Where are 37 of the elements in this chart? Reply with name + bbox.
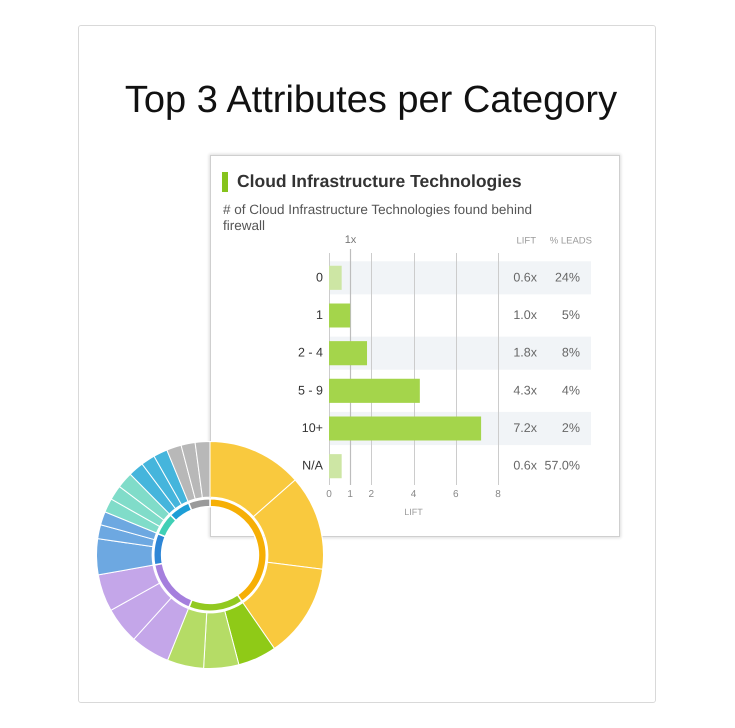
x-tick-label: 8 bbox=[495, 488, 502, 500]
y-tick-label: 1 bbox=[316, 308, 324, 322]
x-axis-title: LIFT bbox=[404, 507, 424, 518]
chart-subtitle: # of Cloud Infrastructure Technologies found behind firewall bbox=[223, 202, 533, 234]
x-tick-label: 0 bbox=[326, 488, 332, 500]
y-tick-label: 10+ bbox=[302, 420, 323, 435]
bar bbox=[329, 416, 482, 441]
data-label: 4.3x bbox=[513, 383, 538, 398]
bar bbox=[329, 378, 420, 403]
x-tick-label: 2 bbox=[368, 488, 374, 500]
data-label: 7.2x bbox=[513, 420, 538, 435]
ref-line-label: 1x bbox=[344, 234, 357, 246]
bar bbox=[329, 266, 342, 290]
text: LIFT bbox=[516, 236, 536, 247]
text: 57.0% bbox=[544, 458, 580, 473]
text: 5% bbox=[562, 308, 580, 322]
text: 24% bbox=[554, 270, 580, 284]
y-tick-label: 0 bbox=[316, 270, 324, 284]
bar bbox=[329, 303, 350, 328]
y-tick-label: 2 - 4 bbox=[298, 346, 324, 360]
data-label: 1.8x bbox=[513, 346, 538, 360]
text: % LEADS bbox=[550, 236, 592, 247]
y-tick-label: 5 - 9 bbox=[298, 383, 324, 398]
text: 2% bbox=[562, 420, 580, 435]
text: 4% bbox=[562, 383, 580, 398]
bar bbox=[329, 454, 342, 478]
data-label: 0.6x bbox=[513, 458, 538, 473]
x-tick-label: 4 bbox=[410, 488, 417, 500]
x-tick-label: 1 bbox=[347, 488, 354, 500]
chart-title: Cloud Infrastructure Technologies bbox=[237, 171, 522, 191]
y-tick-label: N/A bbox=[302, 458, 324, 473]
x-tick-label: 6 bbox=[452, 488, 459, 500]
data-label: 0.6x bbox=[513, 270, 538, 284]
text: 8% bbox=[562, 346, 580, 360]
bar bbox=[329, 341, 368, 366]
data-label: 1.0x bbox=[513, 308, 538, 322]
text: Top 3 Attributes per Category bbox=[124, 78, 618, 122]
